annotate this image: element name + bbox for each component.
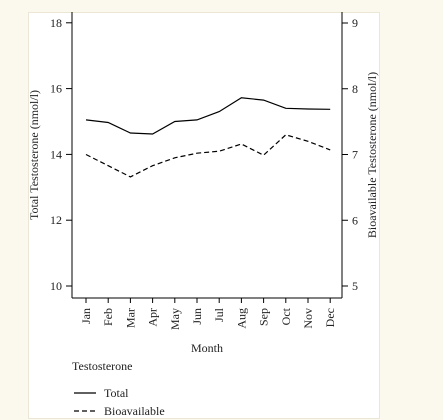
chart-card	[28, 12, 380, 419]
x-tick-label: Mar	[123, 308, 137, 328]
left-tick-label: 12	[50, 213, 62, 227]
left-axis-title: Total Testosterone (nmol/l)	[27, 90, 41, 220]
left-tick-label: 14	[50, 147, 62, 161]
left-axis-ticks: 10 12 14 16 18	[50, 16, 72, 293]
x-tick-label: Jan	[79, 308, 93, 324]
series-lines	[85, 97, 331, 178]
legend-label-bioavailable: Bioavailable	[104, 404, 165, 418]
right-tick-label: 7	[352, 148, 358, 162]
x-tick-label: Oct	[279, 307, 293, 325]
x-axis-ticks: Jan Feb Mar Apr May Jun Jul Aug Sep Oct Nov Dec	[79, 298, 337, 330]
series-line-total	[85, 97, 331, 135]
legend-title: Testosterone	[72, 359, 132, 373]
legend: Testosterone Total Bioavailable	[72, 359, 165, 418]
right-tick-label: 9	[352, 16, 358, 30]
right-tick-label: 8	[352, 82, 358, 96]
x-tick-label: Aug	[234, 308, 248, 329]
x-tick-label: Sep	[257, 308, 271, 326]
legend-label-total: Total	[104, 386, 129, 400]
series-line-bioavailable	[85, 134, 331, 178]
x-tick-label: Jun	[190, 308, 204, 325]
right-axis-title: Bioavailable Testosterone (nmol/l)	[365, 72, 379, 238]
x-tick-label: Jul	[212, 307, 226, 322]
x-tick-label: Nov	[301, 308, 315, 329]
right-axis-ticks: 5 6 7 8 9	[342, 16, 358, 293]
right-tick-label: 5	[352, 279, 358, 293]
left-tick-label: 16	[50, 82, 62, 96]
x-tick-label: Apr	[146, 308, 160, 327]
left-tick-label: 10	[50, 279, 62, 293]
x-tick-label: Feb	[101, 308, 115, 326]
x-tick-label: Dec	[323, 308, 337, 327]
x-tick-label: May	[168, 308, 182, 330]
right-tick-label: 6	[352, 213, 358, 227]
left-tick-label: 18	[50, 16, 62, 30]
x-axis-title: Month	[191, 341, 223, 355]
